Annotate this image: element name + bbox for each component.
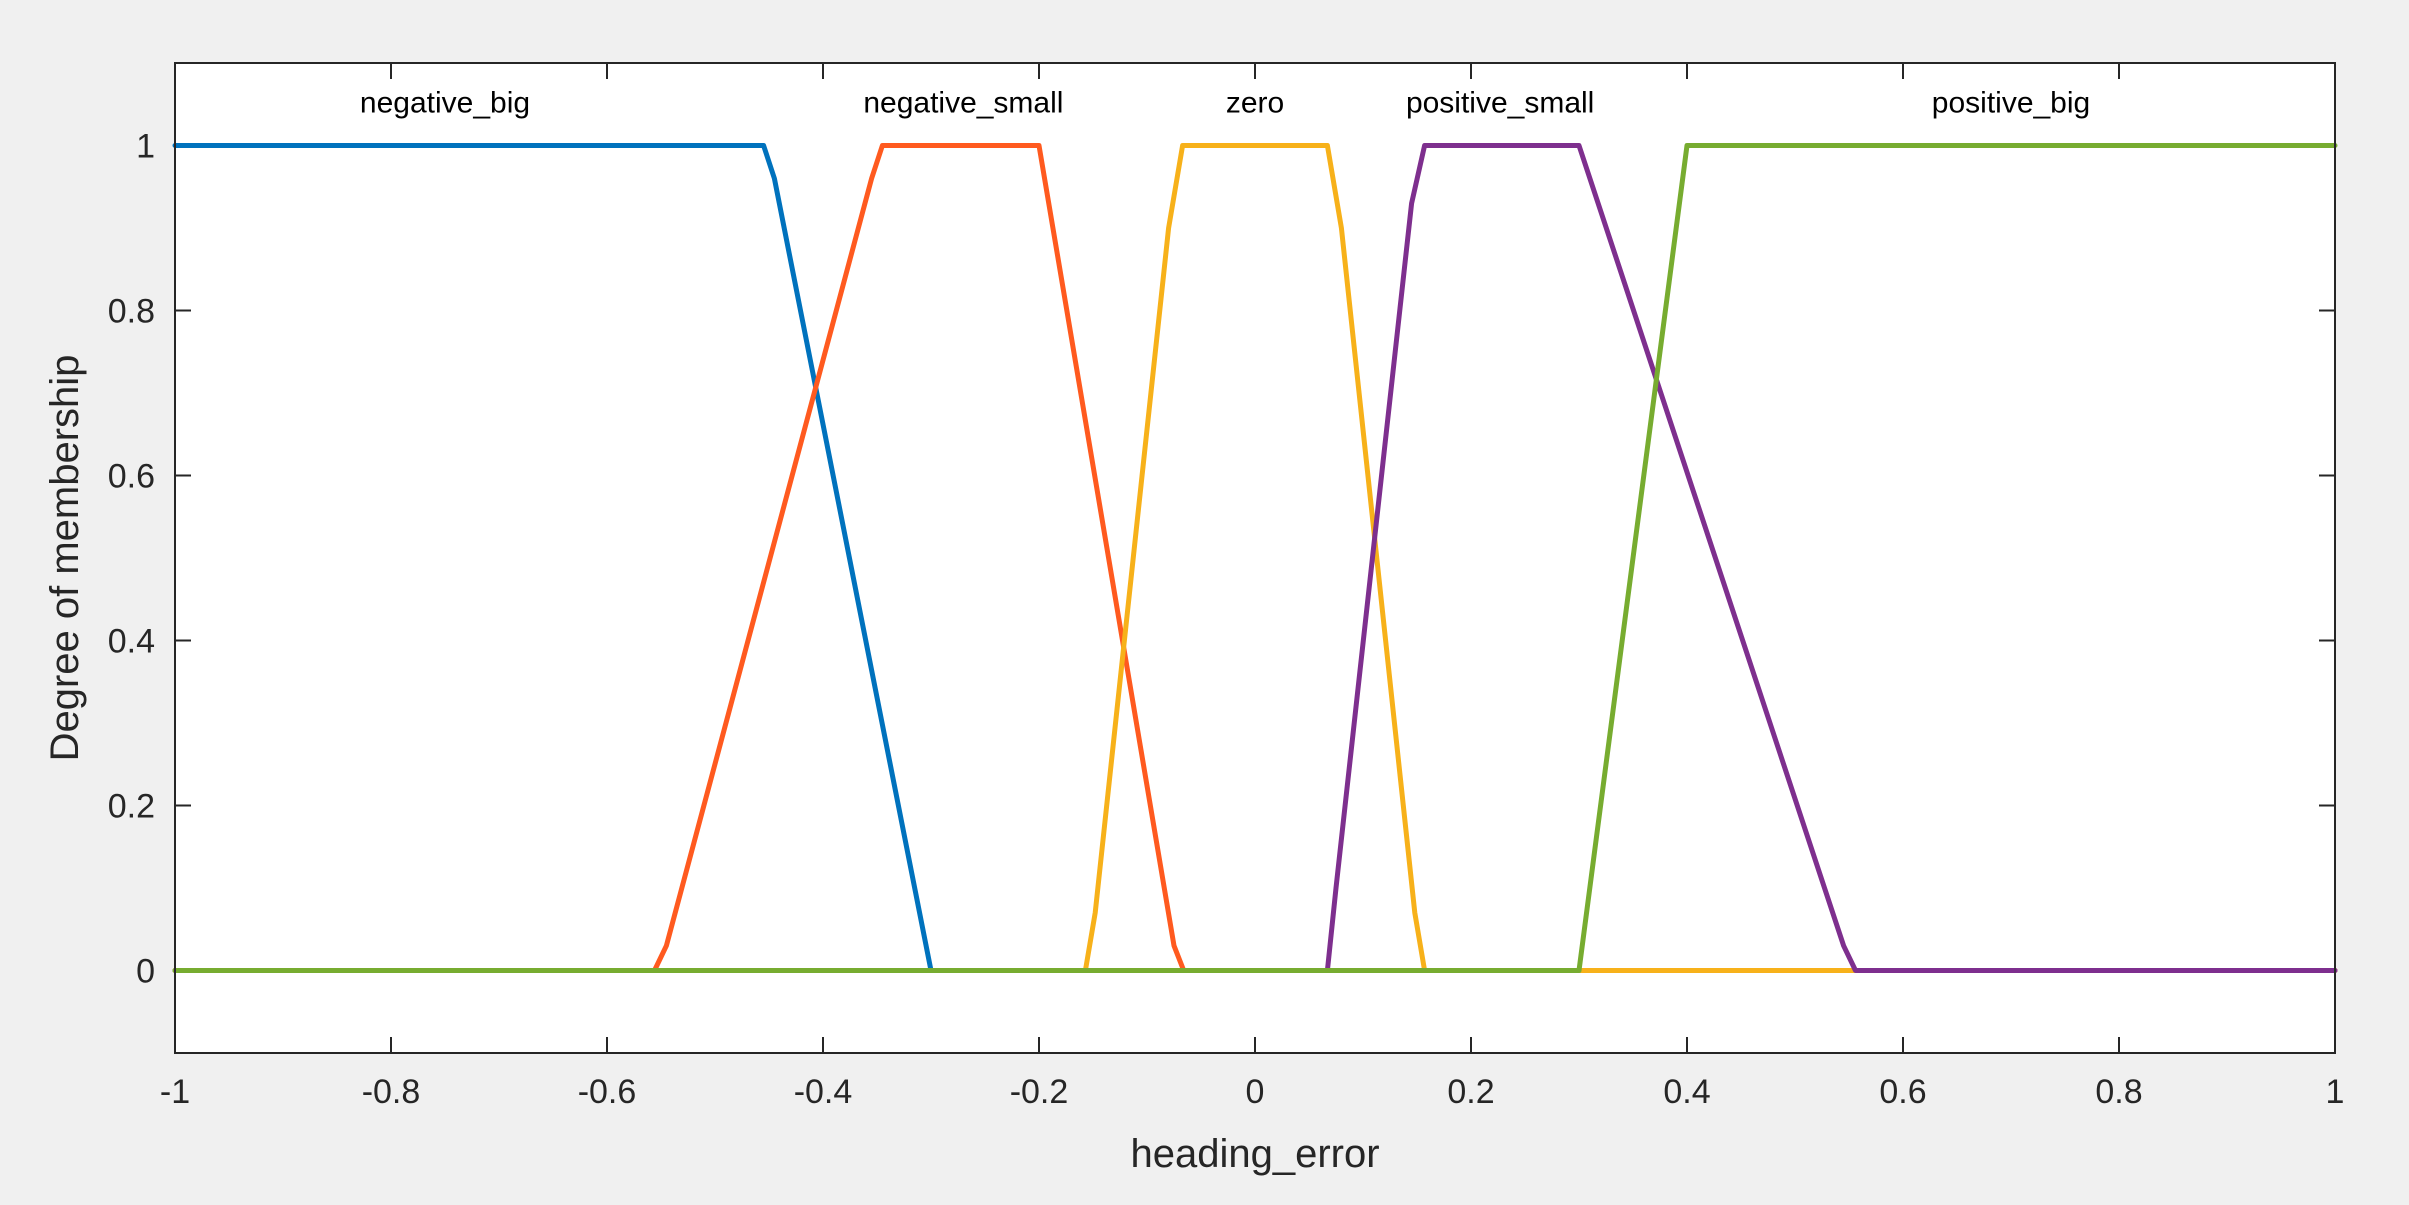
- series-line-negative-small: [172, 143, 2338, 973]
- x-tick-label: 0.8: [2095, 1073, 2142, 1111]
- y-tick-label: 1: [136, 128, 155, 166]
- x-tick-label: -0.2: [1010, 1073, 1069, 1111]
- axes-background: [175, 63, 2335, 1053]
- mf-label-positive-small: positive_small: [1406, 87, 1594, 120]
- series-lines: [172, 143, 2338, 973]
- mf-label-negative-big: negative_big: [360, 87, 530, 120]
- series-line-zero: [172, 143, 2338, 973]
- mf-label-positive-big: positive_big: [1932, 87, 2090, 120]
- axes-box: [174, 62, 2336, 1054]
- x-tick-label: 0: [1246, 1073, 1265, 1111]
- y-tick-label: 0.8: [108, 293, 155, 331]
- mf-label-zero: zero: [1226, 87, 1284, 120]
- y-tick-label: 0: [136, 953, 155, 991]
- x-tick-label: 0.6: [1879, 1073, 1926, 1111]
- membership-function-labels: negative_big negative_small zero positive_s…: [360, 87, 2090, 120]
- y-axis-label: Degree of membership: [43, 355, 87, 762]
- x-tick-label: 0.2: [1447, 1073, 1494, 1111]
- x-axis-label: heading_error: [1130, 1132, 1379, 1176]
- x-tick-label: 1: [2326, 1073, 2345, 1111]
- series-line-positive-big: [172, 143, 2338, 973]
- x-tick-label: -0.4: [794, 1073, 853, 1111]
- series-line-positive-small: [172, 143, 2338, 973]
- mf-label-negative-small: negative_small: [863, 87, 1063, 120]
- y-tick-label: 0.4: [108, 623, 155, 661]
- tick-labels: -1 -0.8 -0.6 -0.4 -0.2 0 0.2 0.4 0.6 0.8 1 0 0.2 0.4 0…: [108, 128, 2345, 1112]
- x-tick-label: 0.4: [1663, 1073, 1710, 1111]
- x-tick-label: -1: [160, 1073, 190, 1111]
- y-tick-label: 0.2: [108, 788, 155, 826]
- x-tick-label: -0.8: [362, 1073, 421, 1111]
- x-tick-label: -0.6: [578, 1073, 637, 1111]
- y-tick-label: 0.6: [108, 458, 155, 496]
